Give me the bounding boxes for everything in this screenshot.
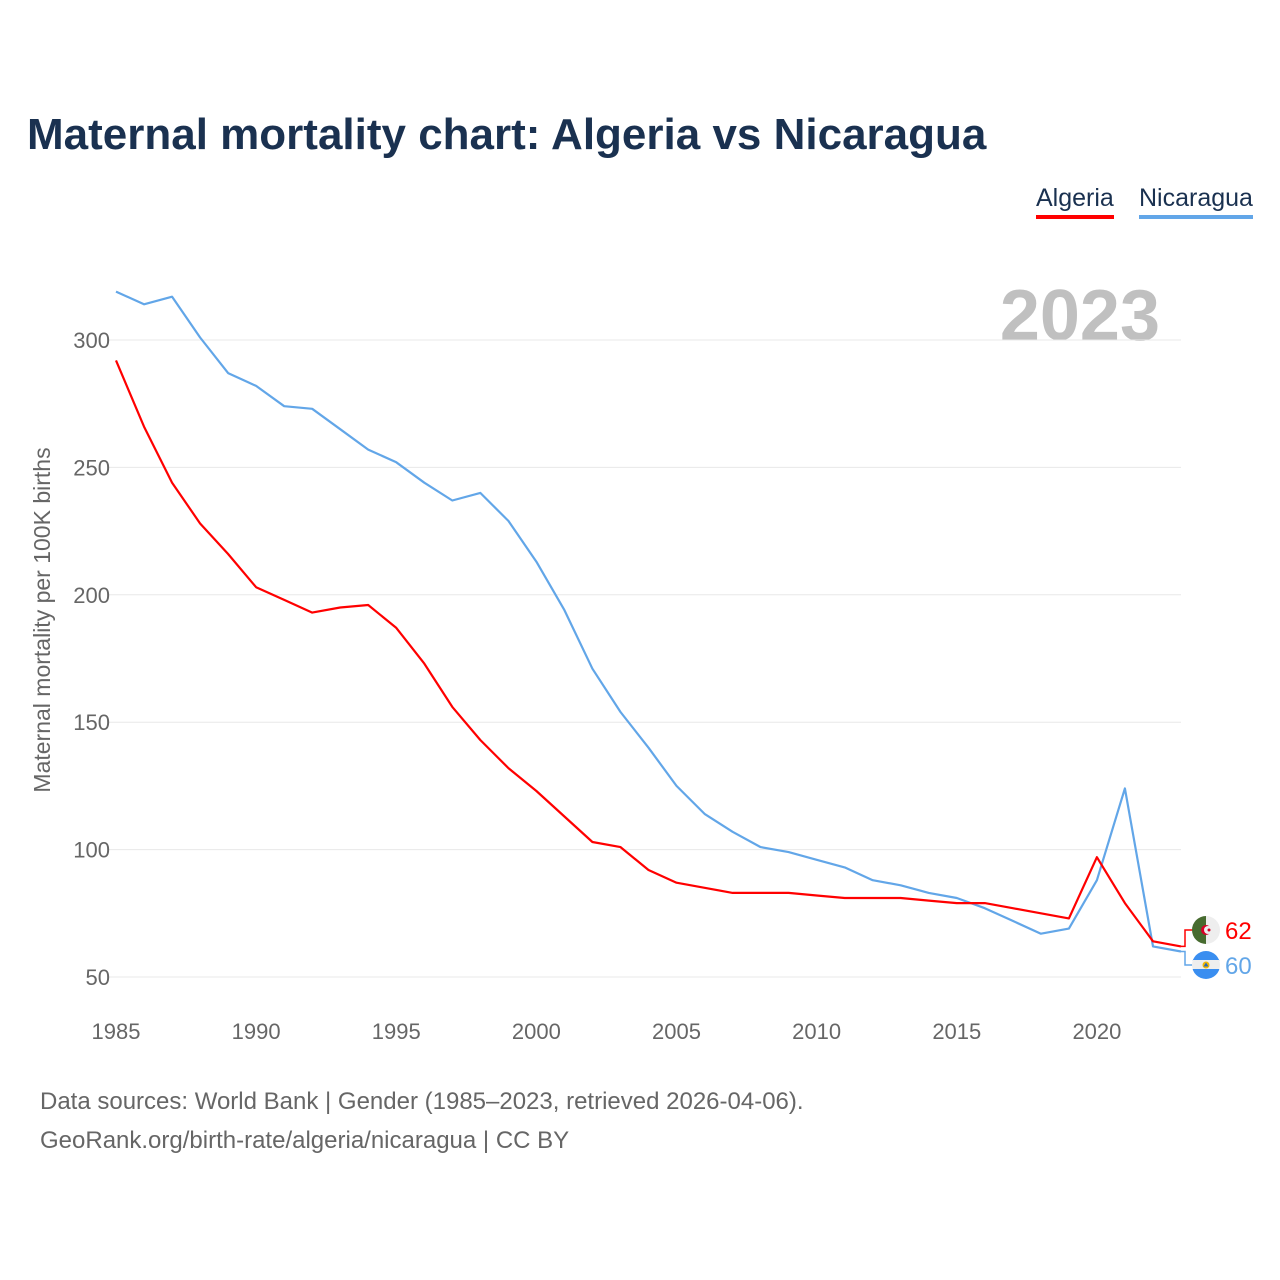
legend-nicaragua[interactable]: Nicaragua xyxy=(1139,184,1253,219)
y-tick-label: 150 xyxy=(73,710,110,735)
attribution-text: GeoRank.org/birth-rate/algeria/nicaragua… xyxy=(40,1127,570,1154)
x-tick-label: 2020 xyxy=(1072,1019,1121,1044)
legend-algeria[interactable]: Algeria xyxy=(1036,184,1114,219)
x-tick-label: 1985 xyxy=(92,1019,141,1044)
end-connector xyxy=(1181,929,1193,948)
x-tick-label: 2015 xyxy=(932,1019,981,1044)
series-line-algeria xyxy=(114,359,1182,948)
series-line-nicaragua xyxy=(115,290,1182,953)
nicaragua-flag-icon xyxy=(1192,951,1220,979)
x-tick-label: 1990 xyxy=(232,1019,281,1044)
y-tick-label: 50 xyxy=(86,965,110,990)
y-tick-label: 100 xyxy=(73,838,110,863)
y-tick-label: 250 xyxy=(73,455,110,480)
algeria-flag-icon xyxy=(1192,916,1220,944)
x-tick-label: 2000 xyxy=(512,1019,561,1044)
y-tick-label: 300 xyxy=(73,328,110,353)
end-connector xyxy=(1181,950,1193,966)
chart-title: Maternal mortality chart: Algeria vs Nic… xyxy=(27,110,987,159)
x-tick-label: 2010 xyxy=(792,1019,841,1044)
year-watermark: 2023 xyxy=(1000,276,1160,356)
source-text: Data sources: World Bank | Gender (1985–… xyxy=(40,1088,804,1115)
y-axis-label: Maternal mortality per 100K births xyxy=(29,447,55,792)
end-value-label: 62 xyxy=(1225,918,1252,945)
y-tick-label: 200 xyxy=(73,583,110,608)
x-tick-label: 2005 xyxy=(652,1019,701,1044)
x-tick-label: 1995 xyxy=(372,1019,421,1044)
end-value-label: 60 xyxy=(1225,953,1252,980)
